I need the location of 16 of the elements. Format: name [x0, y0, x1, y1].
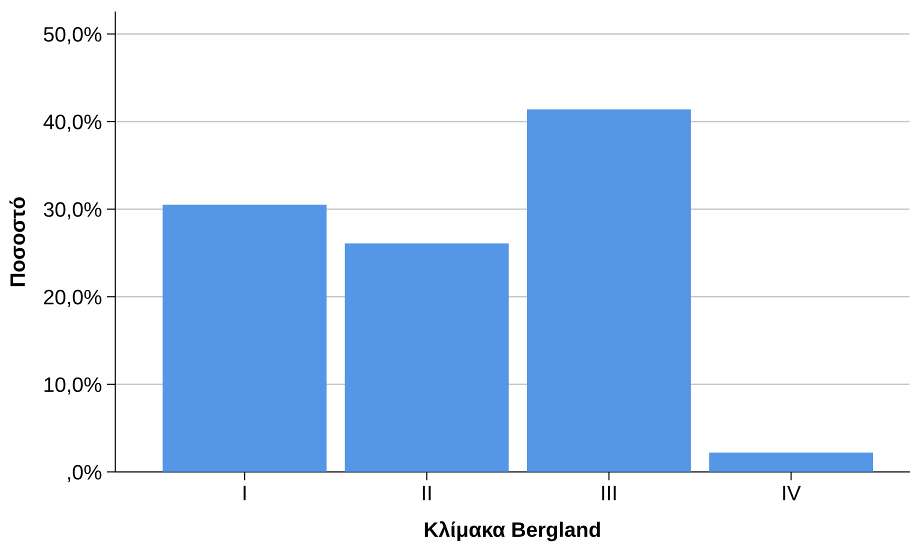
- x-tick-label: IV: [783, 486, 801, 500]
- bar: [162, 204, 327, 472]
- bar: [709, 452, 874, 472]
- y-tick-label: 20,0%: [44, 290, 102, 307]
- y-axis-title: Ποσοστό: [9, 197, 26, 286]
- y-tick-label: 10,0%: [44, 377, 102, 395]
- y-tick-label: ,0%: [68, 464, 102, 482]
- bar: [344, 243, 509, 472]
- bar: [526, 109, 691, 472]
- x-tick-label: I: [244, 486, 246, 500]
- x-tick-label: III: [602, 486, 616, 500]
- x-tick-label: II: [422, 486, 431, 500]
- x-axis-title: Κλίμακα Bergland: [424, 521, 600, 542]
- y-tick-label: 50,0%: [44, 26, 102, 44]
- y-tick-label: 30,0%: [44, 202, 102, 220]
- y-tick-label: 40,0%: [44, 114, 102, 132]
